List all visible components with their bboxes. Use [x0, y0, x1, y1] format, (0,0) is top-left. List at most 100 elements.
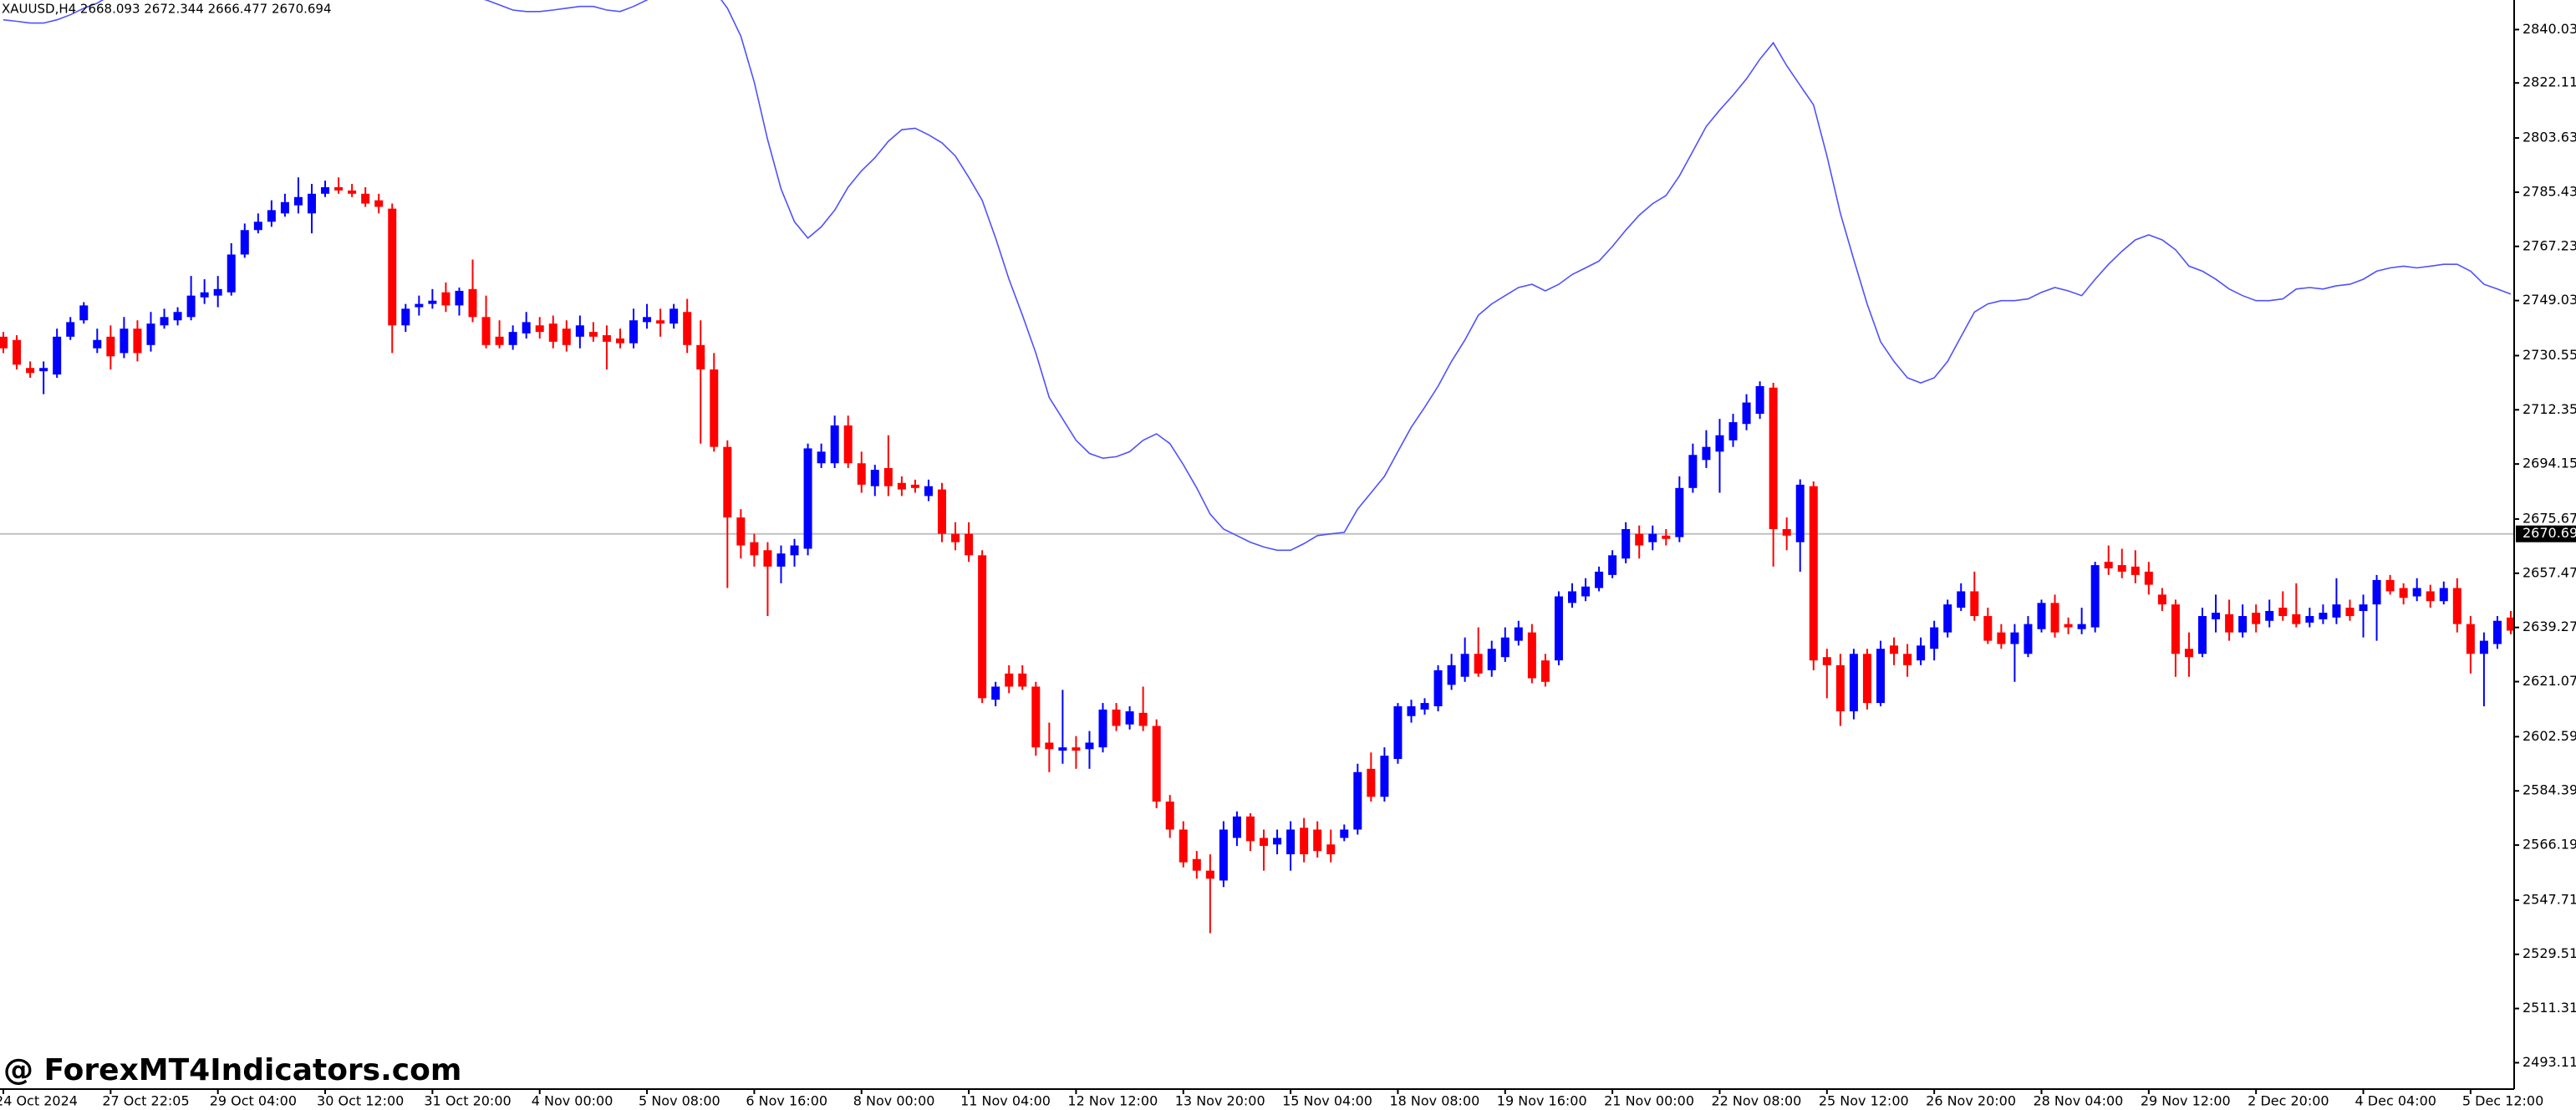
- candle-body: [1809, 486, 1818, 661]
- candle-body: [2359, 604, 2368, 611]
- candle-body: [1595, 571, 1604, 588]
- candle-body: [2399, 588, 2408, 598]
- candle-body: [2506, 617, 2514, 631]
- candle-body: [146, 323, 155, 345]
- candle-body: [656, 320, 665, 324]
- candle-body: [2466, 624, 2475, 654]
- candle-body: [1300, 827, 1309, 855]
- candle-body: [669, 308, 679, 324]
- candle-body: [1903, 654, 1912, 665]
- candle-body: [883, 467, 893, 486]
- candle-body: [508, 332, 517, 345]
- candle-body: [2037, 603, 2046, 629]
- candle-body: [1005, 673, 1014, 687]
- candle-body: [1675, 487, 1684, 537]
- candle-body: [522, 322, 531, 334]
- x-tick-label: 26 Nov 20:00: [1926, 1093, 2016, 1109]
- x-tick-label: 5 Dec 12:00: [2462, 1093, 2543, 1109]
- candle-body: [2212, 613, 2221, 619]
- candle-body: [1232, 816, 1241, 838]
- candle-body: [1045, 742, 1054, 750]
- candle-body: [2104, 562, 2113, 569]
- candle-body: [2198, 616, 2207, 654]
- candle-body: [173, 312, 182, 321]
- candle-body: [1983, 616, 1993, 641]
- candle-body: [1862, 654, 1871, 704]
- candle-body: [1474, 654, 1483, 674]
- candle-body: [468, 288, 477, 318]
- candle-body: [1514, 627, 1523, 641]
- x-tick-label: 29 Nov 12:00: [2141, 1093, 2231, 1109]
- candle-body: [763, 550, 772, 567]
- candle-body: [1568, 591, 1577, 603]
- candle-body: [13, 339, 22, 365]
- candle-body: [1326, 844, 1336, 855]
- x-tick-label: 5 Nov 08:00: [639, 1093, 720, 1109]
- candle-body: [1340, 829, 1349, 838]
- candle-body: [736, 517, 746, 546]
- candle-body: [1876, 649, 1885, 704]
- candle-body: [1581, 586, 1591, 597]
- candle-body: [1917, 645, 1926, 661]
- candle-body: [2426, 591, 2435, 602]
- y-tick-label: 2621.070: [2523, 673, 2576, 689]
- candle-body: [2439, 588, 2448, 602]
- candle-body: [1072, 747, 1081, 751]
- x-tick-label: 30 Oct 12:00: [317, 1093, 404, 1109]
- candle-body: [1782, 528, 1791, 536]
- candle-body: [1085, 742, 1094, 750]
- candle-body: [2372, 579, 2381, 605]
- plot-area: [0, 0, 2514, 934]
- candle-body: [1407, 705, 1416, 716]
- candle-body: [991, 686, 1000, 700]
- chart-title: XAUUSD,H4 2668.093 2672.344 2666.477 267…: [2, 2, 332, 17]
- candle-body: [415, 303, 424, 308]
- candle-body: [401, 308, 410, 326]
- candle-body: [133, 328, 142, 354]
- candle-body: [361, 193, 370, 204]
- candle-body: [1165, 801, 1174, 830]
- candle-body: [776, 553, 786, 567]
- candle-body: [2278, 608, 2288, 617]
- candle-body: [575, 325, 584, 337]
- candle-body: [1621, 528, 1631, 559]
- candle-body: [200, 292, 209, 298]
- candle-body: [2157, 594, 2166, 605]
- candle-body: [696, 344, 705, 370]
- candle-body: [1540, 660, 1550, 682]
- candle-body: [348, 190, 357, 194]
- y-tick-label: 2840.030: [2523, 21, 2576, 37]
- bid-label-box: [2516, 525, 2576, 542]
- candle-body: [1286, 829, 1296, 855]
- candle-body: [2319, 613, 2328, 619]
- candle-body: [2024, 624, 2033, 654]
- y-tick-label: 2785.430: [2523, 183, 2576, 199]
- candle-body: [2305, 616, 2314, 623]
- candle-body: [1152, 726, 1161, 802]
- candle-body: [2292, 614, 2301, 624]
- candle-body: [106, 336, 115, 357]
- candle-body: [1702, 446, 1711, 461]
- x-tick-label: 12 Nov 12:00: [1067, 1093, 1158, 1109]
- y-tick-label: 2493.110: [2523, 1054, 2576, 1070]
- candle-body: [1957, 591, 1966, 608]
- candle-body: [1648, 533, 1657, 542]
- watermark: @ ForexMT4Indicators.com: [3, 1053, 461, 1087]
- candle-body: [481, 317, 491, 345]
- candle-body: [683, 312, 692, 345]
- candle-body: [455, 290, 464, 306]
- x-tick-label: 28 Nov 04:00: [2033, 1093, 2123, 1109]
- candle-body: [253, 221, 262, 231]
- candle-body: [1380, 756, 1389, 797]
- x-tick-label: 4 Dec 04:00: [2355, 1093, 2436, 1109]
- x-tick-label: 15 Nov 04:00: [1282, 1093, 1372, 1109]
- candle-body: [2010, 632, 2019, 644]
- candle-body: [267, 210, 276, 222]
- candle-body: [495, 336, 504, 345]
- y-tick-label: 2566.190: [2523, 837, 2576, 853]
- candle-body: [817, 451, 826, 464]
- candle-body: [1058, 747, 1067, 751]
- x-tick-label: 19 Nov 16:00: [1497, 1093, 1587, 1109]
- candle-body: [1112, 709, 1121, 726]
- candle-body: [790, 545, 799, 556]
